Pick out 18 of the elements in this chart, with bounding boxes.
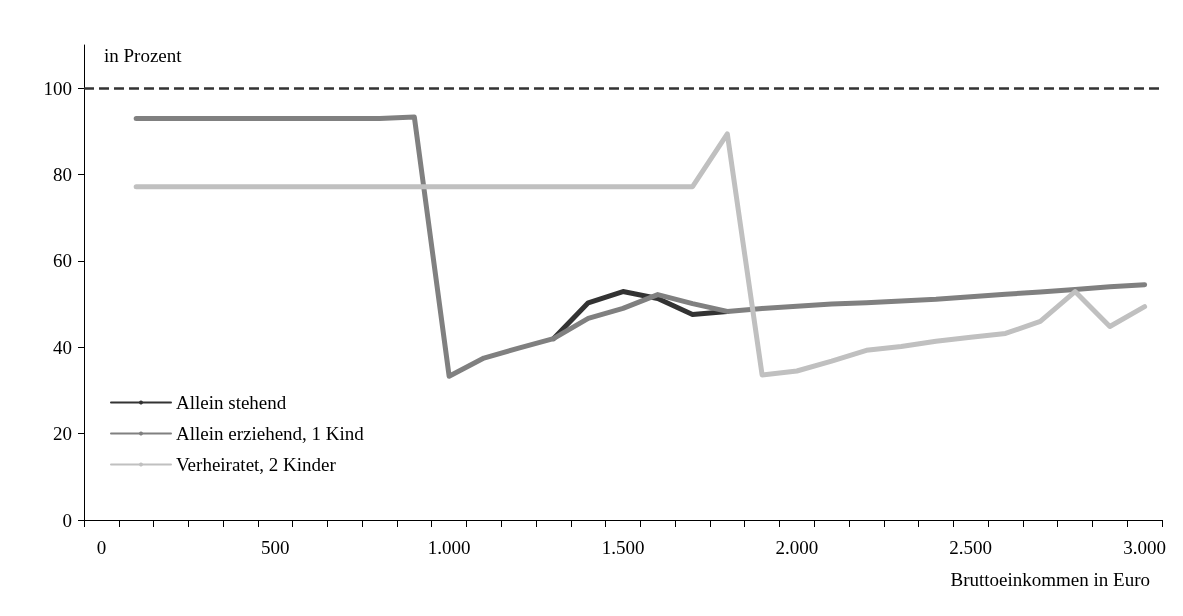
legend-label: Allein erziehend, 1 Kind bbox=[176, 423, 365, 444]
x-tick-label: 3.000 bbox=[1123, 537, 1166, 558]
legend-label: Verheiratet, 2 Kinder bbox=[176, 454, 337, 475]
x-tick-label: 1.500 bbox=[601, 537, 645, 558]
y-axis-title: in Prozent bbox=[104, 45, 183, 66]
y-tick-label: 60 bbox=[53, 250, 72, 272]
y-tick-label: 20 bbox=[53, 423, 72, 445]
y-tick-label: 80 bbox=[53, 164, 72, 186]
legend-label: Allein stehend bbox=[176, 392, 287, 413]
y-tick-label: 40 bbox=[53, 336, 72, 358]
x-tick-label: 0 bbox=[96, 537, 107, 558]
x-tick-label: 1.000 bbox=[427, 537, 471, 558]
y-tick-label: 100 bbox=[43, 77, 72, 99]
x-tick-label: 500 bbox=[261, 537, 290, 558]
x-tick-label: 2.000 bbox=[775, 537, 819, 558]
x-axis-title: Bruttoeinkommen in Euro bbox=[950, 569, 1150, 590]
y-tick-label: 0 bbox=[62, 509, 72, 531]
x-tick-label: 2.500 bbox=[949, 537, 993, 558]
